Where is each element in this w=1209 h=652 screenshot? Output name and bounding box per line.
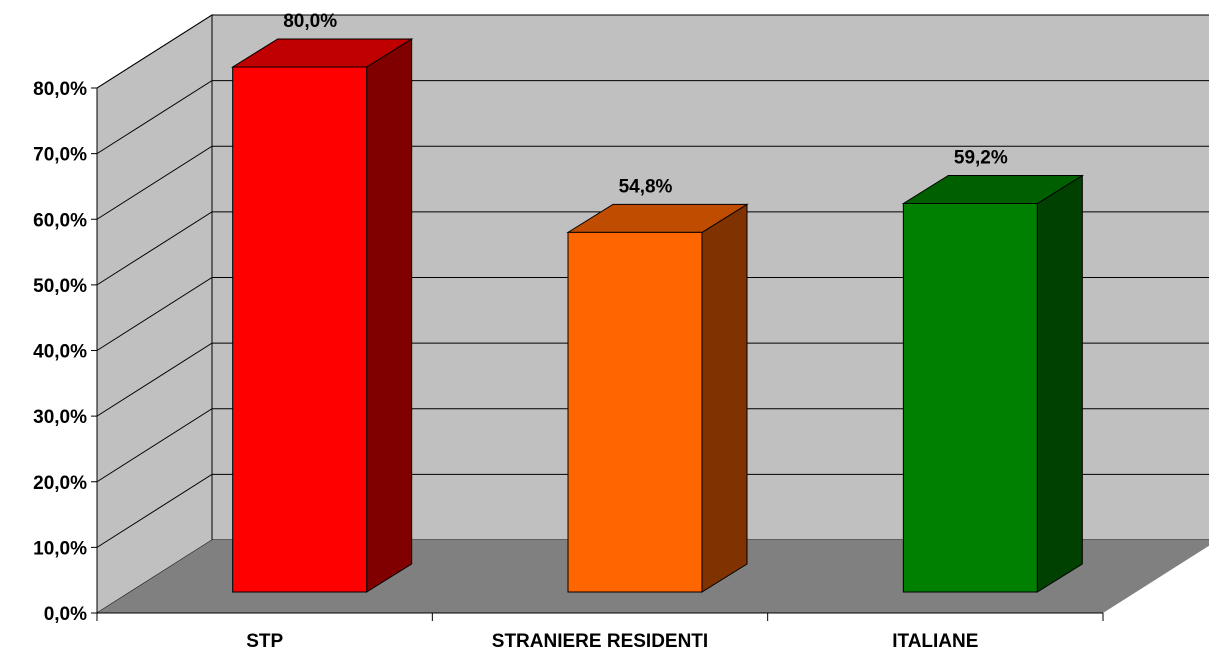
- y-tick-label: 60,0%: [33, 210, 87, 231]
- gridline: [96, 211, 1209, 286]
- data-label: 54,8%: [619, 176, 673, 197]
- gridline: [96, 80, 1209, 155]
- data-labels: 80,0% 54,8% 59,2%: [283, 11, 1008, 197]
- y-tick-label: 10,0%: [33, 538, 87, 559]
- bar-front: [232, 66, 368, 593]
- bars: [230, 38, 1085, 593]
- y-tick-label: 50,0%: [33, 276, 87, 297]
- y-tick-label: 40,0%: [33, 342, 87, 363]
- gridline: [96, 277, 1209, 351]
- data-label: 80,0%: [283, 11, 337, 32]
- gridline: [96, 473, 1209, 548]
- bar: [901, 174, 1085, 593]
- x-tick-label: ITALIANE: [892, 631, 978, 652]
- bar-front: [567, 231, 703, 593]
- gridlines: [96, 14, 1209, 548]
- y-tick-label: 70,0%: [33, 145, 87, 166]
- bar: [230, 38, 414, 593]
- bar-side: [1036, 174, 1083, 593]
- x-tick-label: STP: [246, 631, 283, 652]
- gridline: [96, 14, 1209, 89]
- bar: [566, 203, 749, 593]
- y-tick-label: 0,0%: [44, 604, 87, 625]
- bar-front: [902, 203, 1038, 593]
- data-label: 59,2%: [954, 148, 1008, 169]
- gridline: [96, 408, 1209, 483]
- gridline: [96, 145, 1209, 220]
- bar-side: [701, 203, 748, 593]
- y-tick-label: 20,0%: [33, 473, 87, 494]
- gridline: [96, 342, 1209, 417]
- x-axis: STP STRANIERE RESIDENTI ITALIANE: [96, 612, 1104, 652]
- y-tick-label: 30,0%: [33, 407, 87, 428]
- y-axis: 0,0% 10,0% 20,0% 30,0% 40,0% 50,0% 60,0% 70,0% 8…: [33, 79, 98, 625]
- x-tick-label: STRANIERE RESIDENTI: [492, 631, 708, 652]
- bar-side: [366, 38, 413, 593]
- y-tick-label: 80,0%: [33, 79, 87, 100]
